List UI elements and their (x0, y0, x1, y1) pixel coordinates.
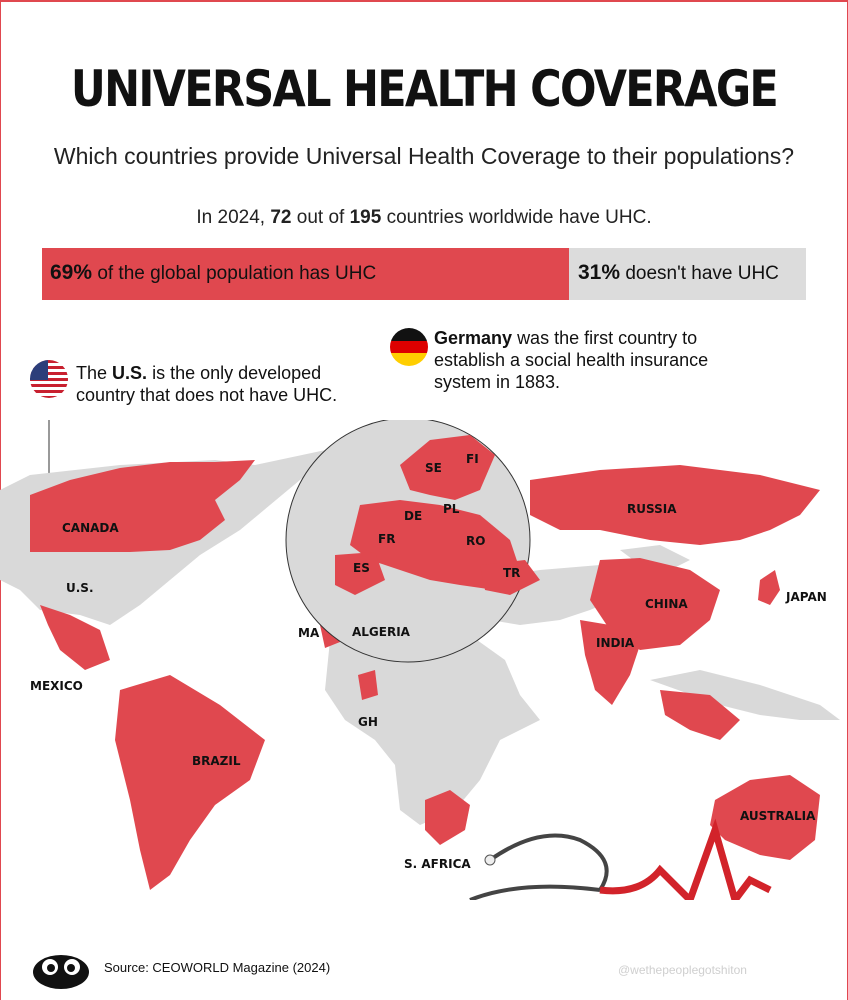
country-south-africa (425, 790, 470, 845)
label-fi: FI (466, 452, 479, 466)
with-uhc-pct: 69% (50, 261, 93, 284)
stat-suffix: countries worldwide have UHC. (386, 207, 652, 228)
label-canada: CANADA (62, 521, 119, 535)
country-canada (30, 460, 255, 552)
label-japan: JAPAN (785, 590, 827, 604)
country-nordics (400, 435, 495, 500)
de-note-bold: Germany (434, 328, 513, 348)
label-es: ES (353, 561, 370, 575)
label-ro: RO (466, 534, 485, 548)
label-gh: GH (358, 715, 378, 729)
country-australia (710, 775, 820, 860)
stat-middle: out of (296, 207, 345, 228)
label-australia: AUSTRALIA (740, 809, 816, 823)
world-map: CANADA U.S. MEXICO BRAZIL MA ALGERIA GH … (0, 420, 840, 900)
without-uhc-text: doesn't have UHC (625, 263, 779, 284)
country-southeast-asia (660, 690, 740, 740)
country-japan (758, 570, 780, 605)
without-uhc-pct: 31% (578, 261, 621, 284)
country-brazil (115, 675, 265, 890)
uhc-count-statement: In 2024, 72 out of 195 countries worldwi… (0, 207, 848, 229)
label-india: INDIA (596, 636, 635, 650)
label-fr: FR (378, 532, 395, 546)
label-mexico: MEXICO (30, 679, 83, 693)
country-turkey (480, 560, 540, 595)
germany-note: Germany was the first country to establi… (434, 327, 734, 393)
label-de: DE (404, 509, 422, 523)
uhc-land (30, 460, 820, 890)
stat-count: 72 (270, 207, 292, 228)
watermark: @wethepeoplegotshiton (618, 963, 747, 977)
page-subtitle: Which countries provide Universal Health… (53, 143, 795, 169)
label-brazil: BRAZIL (192, 754, 241, 768)
label-tr: TR (503, 566, 520, 580)
stethoscope-icon (469, 818, 772, 900)
us-flag-icon (30, 360, 68, 398)
de-note-post: was the first country to establish a soc… (434, 328, 709, 392)
label-pl: PL (443, 502, 460, 516)
label-algeria: ALGERIA (352, 625, 411, 639)
country-mexico (40, 605, 110, 670)
label-s-africa: S. AFRICA (404, 857, 471, 871)
label-russia: RUSSIA (627, 502, 677, 516)
with-uhc-label: 69% of the global population has UHC (50, 261, 376, 285)
stat-total: 195 (349, 207, 382, 228)
us-note-post: is the only developed country that does … (76, 363, 338, 405)
stat-prefix: In 2024, (196, 207, 266, 228)
europe-inset (285, 420, 540, 663)
label-ma: MA (298, 626, 320, 640)
label-se: SE (425, 461, 442, 475)
with-uhc-text: of the global population has UHC (97, 263, 377, 284)
country-india (580, 620, 640, 705)
country-russia (530, 465, 820, 545)
population-bar: 69% of the global population has UHC 31%… (42, 248, 806, 300)
page-title: UNIVERSAL HEALTH COVERAGE (70, 60, 779, 118)
country-spain (335, 552, 385, 595)
without-uhc-label: 31% doesn't have UHC (578, 261, 779, 285)
label-china: CHINA (645, 597, 688, 611)
country-ghana (358, 670, 378, 700)
source-citation: Source: CEOWORLD Magazine (2024) (104, 960, 331, 975)
us-note-pre: The (76, 363, 108, 383)
country-china (590, 558, 720, 650)
germany-flag-icon (390, 328, 428, 366)
country-central-europe (350, 500, 520, 590)
label-us: U.S. (66, 581, 94, 595)
brand-logo-icon (30, 940, 92, 990)
us-note-bold: U.S. (112, 363, 148, 383)
us-note: The U.S. is the only developed country t… (76, 362, 376, 406)
population-bar-fill (42, 248, 570, 300)
